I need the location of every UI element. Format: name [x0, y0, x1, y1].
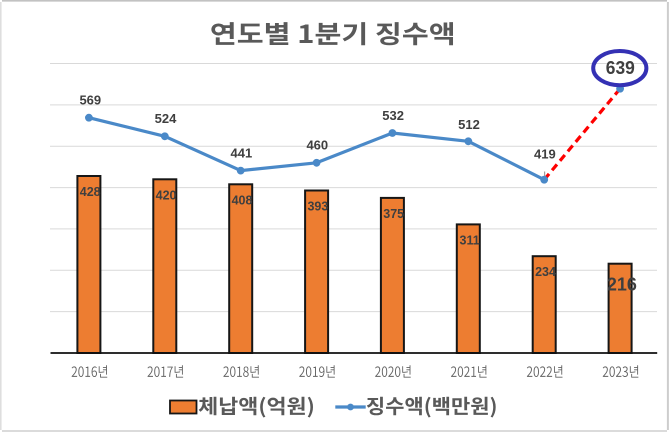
svg-text:216: 216 — [607, 275, 637, 295]
svg-text:311: 311 — [460, 233, 480, 247]
svg-text:441: 441 — [231, 146, 253, 161]
svg-text:419: 419 — [534, 146, 556, 161]
svg-text:639: 639 — [606, 58, 635, 78]
svg-text:569: 569 — [79, 93, 101, 108]
svg-text:512: 512 — [458, 117, 480, 132]
svg-text:532: 532 — [382, 108, 404, 123]
svg-text:408: 408 — [232, 193, 253, 207]
svg-text:420: 420 — [156, 188, 177, 202]
svg-text:375: 375 — [383, 207, 404, 221]
svg-text:234: 234 — [535, 265, 556, 279]
svg-text:524: 524 — [155, 111, 177, 126]
svg-text:393: 393 — [307, 200, 328, 214]
svg-text:460: 460 — [306, 138, 328, 153]
svg-text:428: 428 — [80, 185, 101, 199]
